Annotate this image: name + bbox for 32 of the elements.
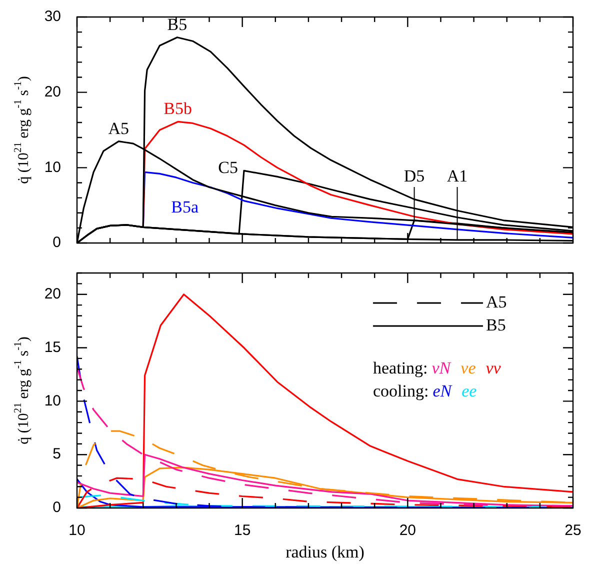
annotation: A5 <box>486 292 507 312</box>
annotation: B5 <box>486 315 506 334</box>
text: D5 <box>404 166 425 186</box>
x-axis-title: radius (km) <box>286 542 364 562</box>
y-tick-label: 20 <box>44 286 61 303</box>
series-label: B5a <box>171 198 199 217</box>
y-tick-label: 15 <box>44 338 61 356</box>
y-tick-label: 20 <box>44 83 61 100</box>
x-tick-label: 10 <box>68 522 86 540</box>
y-tick-label: 30 <box>44 8 61 26</box>
annotation: heating: <box>373 358 428 378</box>
y-axis-title: q̇ (1021 erg g-1 s-1) <box>12 76 32 184</box>
text: νν <box>486 358 502 378</box>
text: eN <box>432 381 454 400</box>
x-tick-label: 15 <box>234 522 251 540</box>
text: νN <box>432 358 452 378</box>
annotation: cooling: <box>373 381 429 400</box>
y-axis-title: q̇ (1021 erg g-1 s-1) <box>12 336 32 444</box>
y-tick-label: 0 <box>52 499 61 516</box>
y-tick-label: 5 <box>52 446 61 463</box>
text: ee <box>462 381 478 400</box>
text: A1 <box>446 166 468 186</box>
y-tick-label: 0 <box>52 234 61 252</box>
x-tick-label: 25 <box>564 522 582 540</box>
series-label: A5 <box>108 118 130 138</box>
legend-label: B5 <box>167 14 188 34</box>
y-tick-label: 10 <box>44 392 61 410</box>
text: νe <box>460 358 476 378</box>
series-label: B5b <box>164 99 192 118</box>
series-label: C5 <box>218 158 238 178</box>
x-tick-label: 20 <box>399 522 416 540</box>
y-tick-label: 10 <box>44 158 61 176</box>
